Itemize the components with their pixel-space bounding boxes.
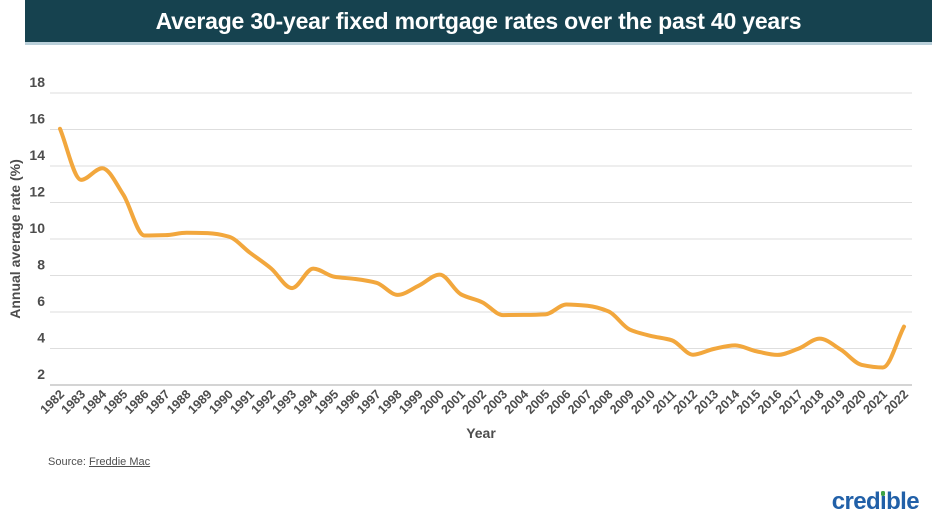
chart-title-bar: Average 30-year fixed mortgage rates ove…	[25, 0, 932, 45]
y-tick-label: 2	[37, 366, 45, 382]
logo-text-after: ble	[886, 488, 919, 515]
source-prefix: Source:	[48, 456, 86, 468]
y-axis-title: Annual average rate (%)	[7, 159, 23, 319]
y-tick-label: 8	[37, 257, 45, 273]
logo-text-before: cred	[831, 488, 881, 515]
y-tick-label: 4	[37, 330, 45, 346]
x-tick-label: 2022	[882, 387, 912, 417]
y-tick-label: 6	[37, 293, 45, 309]
x-axis-title: Year	[466, 425, 496, 441]
logo-letter-i: ı	[880, 488, 887, 515]
credible-logo: credı ble	[831, 488, 920, 516]
source-note: Source: Freddie Mac	[48, 456, 150, 468]
chart-title: Average 30-year fixed mortgage rates ove…	[155, 8, 802, 34]
y-tick-label: 16	[29, 111, 45, 127]
y-tick-label: 12	[29, 184, 45, 200]
source-link[interactable]: Freddie Mac	[88, 456, 151, 468]
y-tick-label: 18	[29, 74, 45, 90]
y-tick-label: 14	[29, 147, 45, 163]
y-tick-label: 10	[29, 220, 45, 236]
logo-green-dot	[880, 491, 886, 496]
rate-line	[58, 126, 906, 370]
